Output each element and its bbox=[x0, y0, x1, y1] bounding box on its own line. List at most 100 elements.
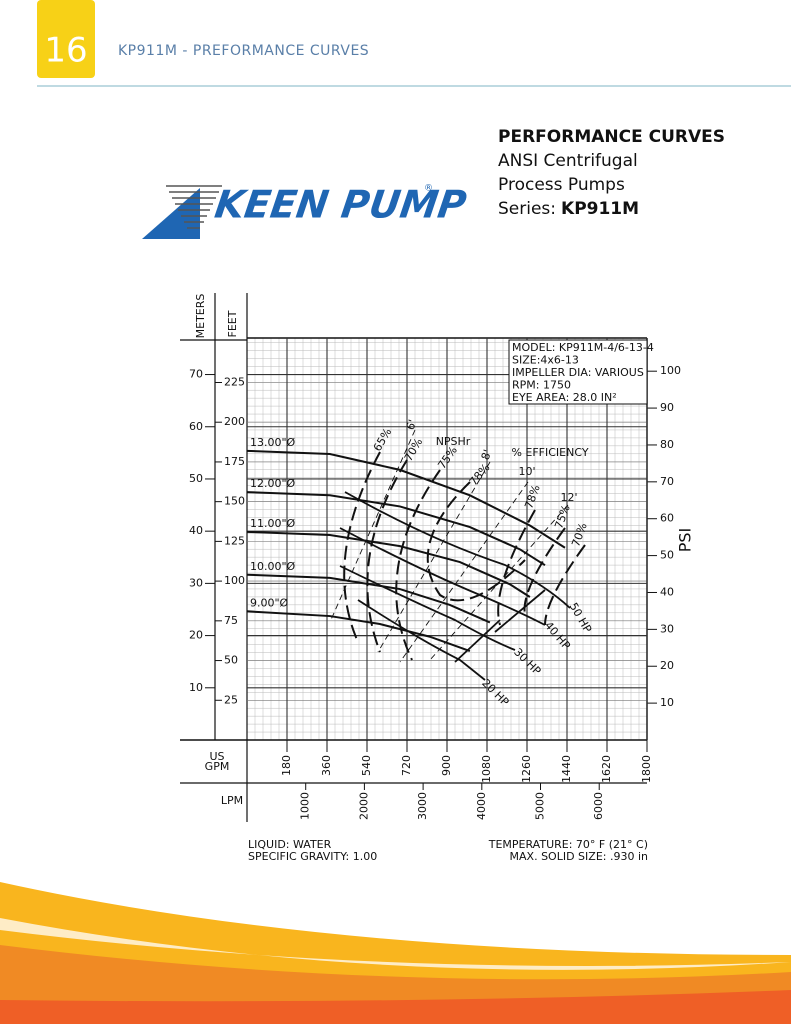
annotation: 8' bbox=[479, 448, 495, 462]
y-tick-label: 150 bbox=[224, 495, 245, 508]
note: MAX. SOLID SIZE: .930 in bbox=[510, 850, 648, 863]
curve bbox=[494, 589, 546, 633]
logo-triangle bbox=[142, 188, 200, 239]
note: SPECIFIC GRAVITY: 1.00 bbox=[248, 850, 377, 863]
y2-tick-label: 60 bbox=[660, 512, 674, 525]
page-number-box bbox=[37, 0, 95, 78]
x-tick-label: 1800 bbox=[640, 755, 653, 783]
x-tick-label: 1440 bbox=[560, 755, 573, 783]
x2-tick-label: 3000 bbox=[416, 792, 429, 820]
logo-stripes bbox=[166, 185, 222, 229]
x2-tick-label: 1000 bbox=[299, 792, 312, 820]
curve bbox=[544, 544, 586, 626]
x-tick-label: 1080 bbox=[480, 755, 493, 783]
y2-tick-label: 50 bbox=[660, 549, 674, 562]
info-line: SIZE:4x6-13 bbox=[512, 354, 579, 367]
curve bbox=[339, 527, 546, 626]
x-tick-label: 180 bbox=[280, 755, 293, 776]
y-tick-label: 125 bbox=[224, 534, 245, 547]
logo-mark: ® bbox=[424, 184, 433, 194]
curve bbox=[395, 469, 441, 661]
series-label: Series: bbox=[498, 199, 556, 219]
intro-line: ANSI Centrifugal bbox=[498, 151, 638, 171]
curve bbox=[329, 429, 416, 623]
impeller-curve bbox=[246, 610, 471, 652]
x2-tick-label: 5000 bbox=[534, 792, 547, 820]
y2-tick-label: 100 bbox=[660, 364, 681, 377]
y2-tick-label: 30 bbox=[660, 622, 674, 635]
intro-line: Process Pumps bbox=[498, 175, 625, 195]
y2-tick-label: 90 bbox=[660, 401, 674, 414]
x-tick-label: 720 bbox=[400, 755, 413, 776]
y-tick-label: 75 bbox=[224, 614, 238, 627]
annotation: 12' bbox=[560, 491, 577, 504]
x-tick-label: 1620 bbox=[600, 755, 613, 783]
y-tick-label: 175 bbox=[224, 455, 245, 468]
curve bbox=[344, 491, 571, 609]
y-tick-label: 25 bbox=[224, 693, 238, 706]
x-tick-label: 900 bbox=[440, 755, 453, 776]
y-tick-label: 50 bbox=[224, 654, 238, 667]
y2-tick-label: 80 bbox=[660, 438, 674, 451]
footer-swoosh bbox=[0, 882, 791, 1024]
header-title: KP911M - PREFORMANCE CURVES bbox=[118, 43, 369, 59]
y-tick-label: 40 bbox=[189, 524, 203, 537]
impeller-curve bbox=[246, 573, 491, 624]
annotation: % EFFICIENCY bbox=[511, 446, 588, 459]
annotation: 6' bbox=[404, 418, 420, 432]
logo: KEEN PUMP ® bbox=[142, 184, 469, 239]
y-tick-label: 20 bbox=[189, 629, 203, 642]
impeller-curve bbox=[246, 530, 531, 598]
legend-label: 11.00"Ø bbox=[250, 517, 296, 530]
annotation: 10' bbox=[518, 465, 535, 478]
curve bbox=[429, 504, 569, 661]
page-number: 16 bbox=[44, 31, 87, 71]
x2-tick-label: 2000 bbox=[357, 792, 370, 820]
info-line: MODEL: KP911M-4/6-13-4 bbox=[512, 341, 654, 354]
x-axis-title: US bbox=[209, 750, 224, 763]
curve bbox=[454, 619, 501, 663]
y-tick-label: 30 bbox=[189, 576, 203, 589]
y2-tick-label: 20 bbox=[660, 659, 674, 672]
x-tick-label: 1260 bbox=[520, 755, 533, 783]
y2-tick-label: 40 bbox=[660, 585, 674, 598]
x-axis-title: GPM bbox=[205, 760, 230, 773]
y-tick-label: 10 bbox=[189, 681, 203, 694]
y2-tick-label: 70 bbox=[660, 475, 674, 488]
y-axis-title: FEET bbox=[226, 310, 239, 337]
x-tick-label: 540 bbox=[360, 755, 373, 776]
y-tick-label: 50 bbox=[189, 472, 203, 485]
x-tick-label: 360 bbox=[320, 755, 333, 776]
y-axis-title: METERS bbox=[194, 294, 207, 339]
info-line: IMPELLER DIA: VARIOUS bbox=[512, 366, 644, 379]
annotation: NPSHr bbox=[436, 435, 471, 448]
legend-label: 12.00"Ø bbox=[250, 477, 296, 490]
y-tick-label: 200 bbox=[224, 415, 245, 428]
logo-text: KEEN PUMP bbox=[212, 184, 469, 228]
info-line: RPM: 1750 bbox=[512, 379, 571, 392]
x2-axis-title: LPM bbox=[221, 794, 243, 807]
y-tick-label: 100 bbox=[224, 574, 245, 587]
x2-tick-label: 6000 bbox=[592, 792, 605, 820]
curve bbox=[339, 565, 516, 651]
curve bbox=[357, 599, 486, 681]
curve bbox=[343, 451, 381, 643]
info-box bbox=[508, 339, 648, 405]
x2-tick-label: 4000 bbox=[475, 792, 488, 820]
curve bbox=[399, 481, 529, 663]
y2-axis-title: PSI bbox=[676, 528, 695, 553]
y-tick-label: 70 bbox=[189, 368, 203, 381]
legend-label: 10.00"Ø bbox=[250, 560, 296, 573]
y-tick-label: 225 bbox=[224, 375, 245, 388]
impeller-curve bbox=[246, 491, 546, 567]
curve bbox=[366, 459, 408, 653]
curve bbox=[377, 461, 491, 653]
note: LIQUID: WATER bbox=[248, 838, 332, 851]
y2-tick-label: 10 bbox=[660, 696, 674, 709]
series-value: KP911M bbox=[561, 199, 639, 219]
legend-label: 9.00"Ø bbox=[250, 596, 289, 609]
